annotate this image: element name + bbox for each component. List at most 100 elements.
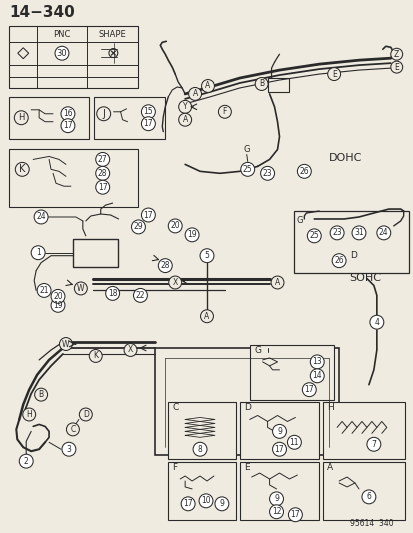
Text: 14−340: 14−340	[9, 4, 75, 20]
Text: 17: 17	[63, 121, 73, 130]
Bar	[9, 149, 138, 207]
Text: 22: 22	[135, 291, 145, 300]
Text: H: H	[18, 113, 24, 122]
Circle shape	[331, 254, 345, 268]
Text: 18: 18	[108, 289, 117, 298]
Text: X: X	[128, 345, 133, 354]
Circle shape	[200, 310, 213, 322]
Circle shape	[51, 289, 65, 303]
Circle shape	[240, 163, 254, 176]
Bar	[168, 462, 235, 520]
Text: 3: 3	[66, 445, 71, 454]
Text: W: W	[62, 340, 69, 349]
Circle shape	[55, 46, 69, 60]
Circle shape	[310, 355, 323, 369]
Circle shape	[59, 337, 72, 351]
Text: X: X	[172, 278, 178, 287]
Circle shape	[390, 61, 402, 73]
Circle shape	[199, 249, 214, 263]
Circle shape	[361, 490, 375, 504]
Circle shape	[192, 442, 206, 456]
Text: E: E	[394, 62, 398, 71]
Circle shape	[105, 286, 119, 301]
Circle shape	[14, 111, 28, 125]
Text: 21: 21	[39, 286, 49, 295]
Text: 23: 23	[332, 228, 341, 237]
Circle shape	[269, 505, 283, 519]
Circle shape	[95, 166, 109, 180]
Text: 25: 25	[242, 165, 252, 174]
Circle shape	[185, 228, 199, 242]
Text: 12: 12	[271, 507, 280, 516]
Text: 20: 20	[53, 292, 63, 301]
Circle shape	[19, 454, 33, 468]
Circle shape	[310, 369, 323, 383]
Text: ⊗: ⊗	[106, 46, 119, 61]
Text: B: B	[259, 79, 263, 88]
Bar	[73, 239, 117, 266]
Text: A: A	[182, 115, 188, 124]
Text: Y: Y	[183, 102, 187, 111]
Circle shape	[66, 423, 79, 436]
Text: K: K	[93, 351, 98, 360]
Circle shape	[254, 77, 268, 91]
Text: 31: 31	[353, 228, 363, 237]
Circle shape	[51, 298, 65, 312]
Text: F: F	[172, 463, 177, 472]
Circle shape	[35, 388, 47, 401]
Text: H: H	[326, 402, 333, 411]
Text: D: D	[243, 402, 250, 411]
Text: J: J	[102, 109, 105, 119]
Circle shape	[131, 220, 145, 234]
Circle shape	[31, 246, 45, 260]
Text: 26: 26	[333, 256, 343, 265]
Text: 16: 16	[63, 109, 73, 118]
Text: DOHC: DOHC	[328, 154, 362, 164]
Circle shape	[306, 229, 320, 243]
Circle shape	[199, 494, 212, 508]
Circle shape	[178, 100, 191, 114]
Circle shape	[288, 508, 301, 522]
Text: 24: 24	[36, 213, 46, 222]
Text: 23: 23	[262, 169, 272, 178]
Text: 17: 17	[274, 445, 284, 454]
Text: A: A	[326, 463, 332, 472]
Circle shape	[61, 107, 75, 120]
Circle shape	[218, 106, 231, 118]
Circle shape	[168, 219, 182, 233]
Text: 27: 27	[97, 155, 107, 164]
Bar	[249, 345, 333, 400]
Text: A: A	[274, 278, 280, 287]
Circle shape	[390, 49, 402, 60]
Circle shape	[327, 68, 340, 80]
Circle shape	[89, 350, 102, 362]
Text: 8: 8	[197, 445, 202, 454]
Text: 9: 9	[219, 499, 224, 508]
Circle shape	[376, 226, 390, 240]
Text: H: H	[26, 410, 32, 419]
Circle shape	[271, 276, 283, 289]
Text: 9: 9	[273, 495, 278, 503]
Circle shape	[369, 315, 383, 329]
Text: 15: 15	[143, 107, 153, 116]
Text: 30: 30	[57, 49, 67, 58]
Circle shape	[95, 180, 109, 194]
Text: G: G	[243, 145, 249, 154]
Text: 19: 19	[53, 301, 63, 310]
Text: 24: 24	[378, 228, 388, 237]
Circle shape	[37, 284, 51, 297]
Text: 1: 1	[36, 248, 40, 257]
Circle shape	[287, 435, 301, 449]
Bar	[239, 462, 318, 520]
Circle shape	[201, 79, 214, 92]
Bar	[155, 348, 338, 455]
Text: W: W	[77, 284, 84, 293]
Text: 29: 29	[133, 222, 143, 231]
Text: 4: 4	[373, 318, 378, 327]
Text: 11: 11	[289, 438, 299, 447]
Circle shape	[301, 383, 316, 397]
Circle shape	[181, 497, 195, 511]
Circle shape	[133, 288, 147, 302]
Text: G: G	[295, 216, 302, 225]
Circle shape	[15, 163, 29, 176]
